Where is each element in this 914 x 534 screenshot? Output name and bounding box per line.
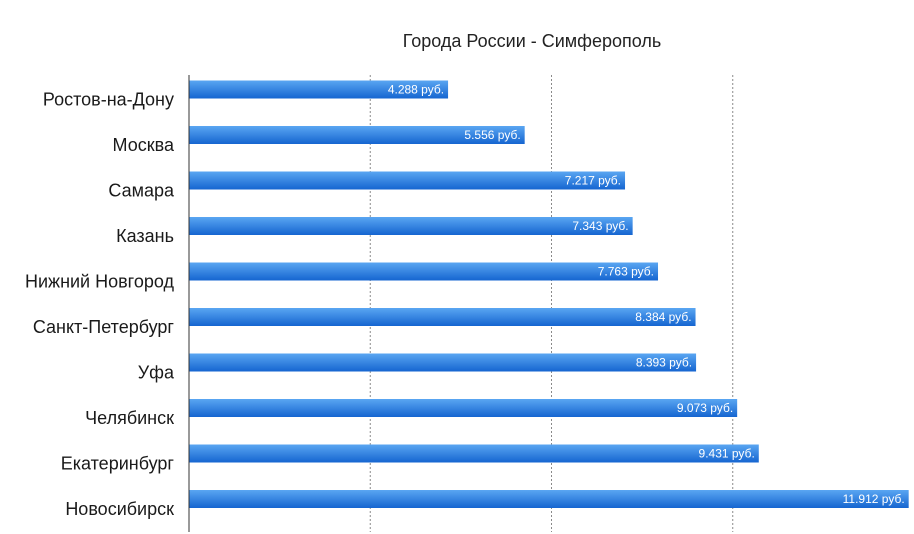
category-label: Челябинск: [85, 408, 174, 428]
bars: 4.288 руб. 5.556 руб. 7.217 руб. 7.343 руб.…: [189, 80, 909, 508]
bar-value-label: 8.384 руб.: [635, 310, 691, 324]
bar: [189, 490, 909, 508]
category-labels: Ростов-на-Дону Москва Самара Казань Нижний Н…: [25, 90, 175, 520]
category-label: Новосибирск: [65, 499, 174, 519]
bar-value-label: 4.288 руб.: [388, 83, 444, 97]
category-label: Санкт-Петербург: [33, 317, 175, 337]
bar: [189, 171, 626, 190]
category-label: Екатеринбург: [61, 454, 175, 474]
category-label: Нижний Новгород: [25, 272, 175, 292]
bar: [189, 80, 449, 99]
bar-value-label: 5.556 руб.: [464, 128, 520, 142]
bar-value-label: 9.073 руб.: [677, 401, 733, 415]
bar-value-label: 9.431 руб.: [699, 447, 755, 461]
bar: [189, 308, 696, 326]
bar-value-label: 7.763 руб.: [598, 265, 654, 279]
category-label: Казань: [116, 226, 174, 246]
category-label: Москва: [113, 135, 175, 155]
bar: [189, 353, 697, 372]
bar: [189, 126, 525, 144]
bar-value-label: 11.912 руб.: [843, 492, 905, 506]
bar-value-label: 8.393 руб.: [636, 356, 692, 370]
bar-value-label: 7.343 руб.: [572, 219, 628, 233]
bar: [189, 217, 633, 235]
bar: [189, 444, 759, 463]
bar: [189, 399, 738, 417]
bar: [189, 262, 659, 281]
chart-title: Города России - Симферополь: [403, 31, 662, 51]
bar-value-label: 7.217 руб.: [565, 174, 621, 188]
category-label: Ростов-на-Дону: [43, 90, 174, 110]
category-label: Уфа: [138, 363, 175, 383]
category-label: Самара: [108, 181, 175, 201]
